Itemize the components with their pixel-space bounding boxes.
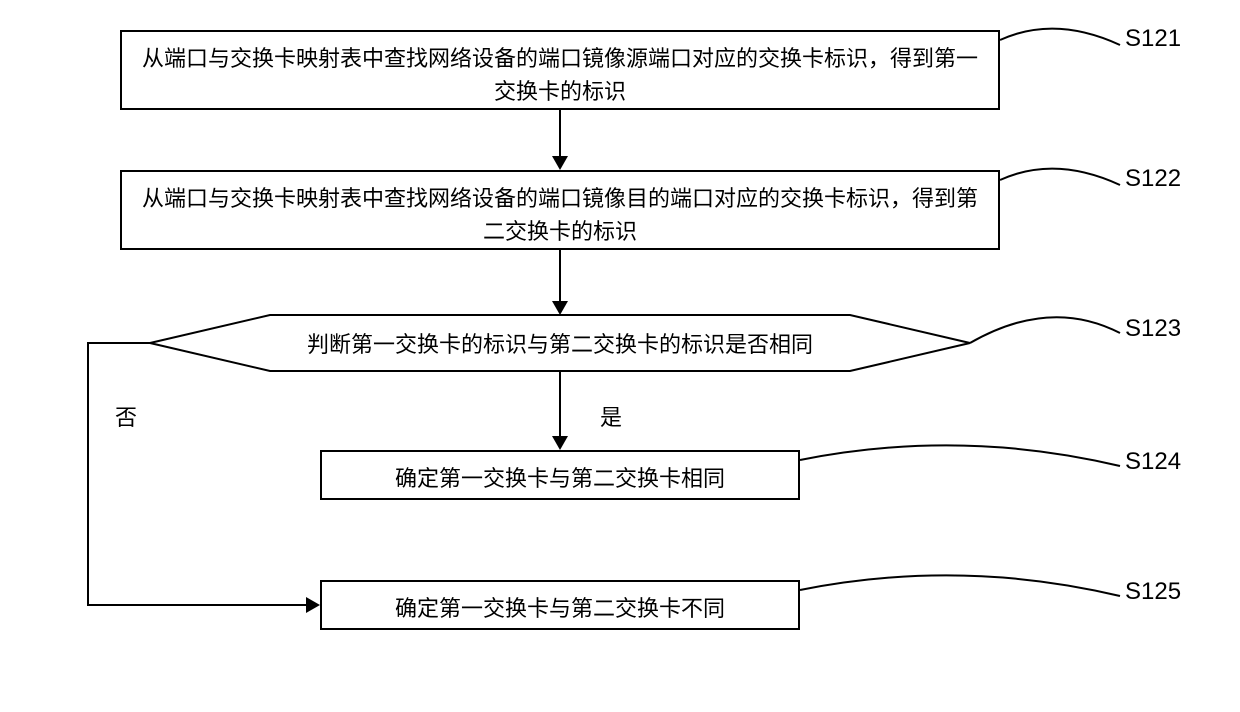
edge-s123-s124 xyxy=(559,371,561,436)
leader-s124 xyxy=(800,438,1140,493)
label-s125: S125 xyxy=(1125,578,1181,606)
edge-s122-s123 xyxy=(559,250,561,301)
step-s125: 确定第一交换卡与第二交换卡不同 xyxy=(320,580,800,630)
arrow-s122-s123 xyxy=(552,301,568,315)
step-s122-text: 从端口与交换卡映射表中查找网络设备的端口镜像目的端口对应的交换卡标识，得到第二交… xyxy=(142,186,978,244)
label-s122: S122 xyxy=(1125,165,1181,193)
leader-s123 xyxy=(970,305,1140,360)
label-s124: S124 xyxy=(1125,448,1181,476)
edge-no-vert xyxy=(87,343,89,605)
edge-no-h0 xyxy=(87,342,150,344)
branch-no: 否 xyxy=(115,400,137,432)
step-s124: 确定第一交换卡与第二交换卡相同 xyxy=(320,450,800,500)
arrow-s121-s122 xyxy=(552,156,568,170)
label-s121: S121 xyxy=(1125,25,1181,53)
arrow-no-right xyxy=(306,597,320,613)
label-s123: S123 xyxy=(1125,315,1181,343)
step-s121-text: 从端口与交换卡映射表中查找网络设备的端口镜像源端口对应的交换卡标识，得到第一交换… xyxy=(142,46,978,104)
branch-yes: 是 xyxy=(600,400,622,432)
leader-s122 xyxy=(1000,160,1140,210)
leader-s121 xyxy=(1000,20,1140,70)
leader-s125 xyxy=(800,568,1140,623)
step-s123: 判断第一交换卡的标识与第二交换卡的标识是否相同 xyxy=(150,315,970,371)
step-s123-text: 判断第一交换卡的标识与第二交换卡的标识是否相同 xyxy=(150,327,970,359)
arrow-s123-s124 xyxy=(552,436,568,450)
step-s124-text: 确定第一交换卡与第二交换卡相同 xyxy=(395,466,725,491)
step-s122: 从端口与交换卡映射表中查找网络设备的端口镜像目的端口对应的交换卡标识，得到第二交… xyxy=(120,170,1000,250)
edge-no-horiz xyxy=(87,604,306,606)
edge-s121-s122 xyxy=(559,110,561,156)
step-s121: 从端口与交换卡映射表中查找网络设备的端口镜像源端口对应的交换卡标识，得到第一交换… xyxy=(120,30,1000,110)
step-s125-text: 确定第一交换卡与第二交换卡不同 xyxy=(395,596,725,621)
